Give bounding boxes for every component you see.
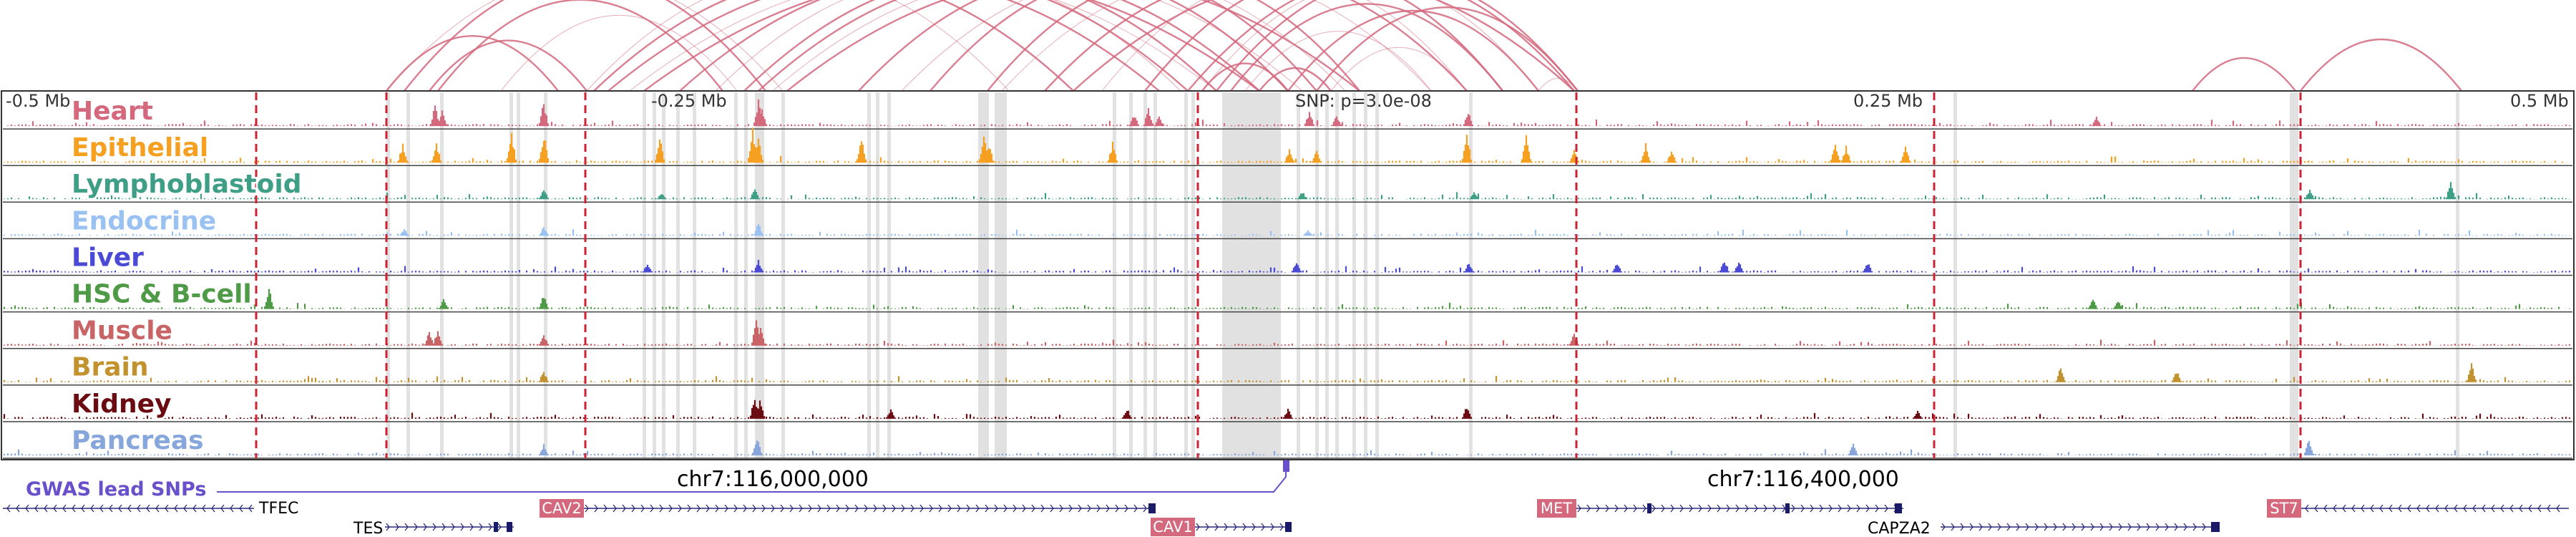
signal-track-5 [3,289,2572,313]
signal-track-6 [3,320,2572,349]
track-label: Liver [72,243,144,272]
loop-arc [386,0,784,92]
loop-arc [1287,10,1539,92]
axis-mid-right-label: 0.25 Mb [1853,91,1923,111]
coordinate-right: chr7:116,400,000 [1707,467,1899,492]
loop-arc [1538,78,1579,92]
chromatin-loops [386,0,2462,92]
loop-arc [858,0,1289,92]
gene-label-cav1[interactable]: CAV1 [1153,518,1192,536]
track-label: Muscle [72,316,172,346]
loop-arc [758,0,1260,92]
signal-tracks [3,99,2572,459]
gene-box-st7 [2267,499,2301,518]
loop-arc [786,0,1360,92]
loop-arc [1101,0,1468,92]
gene-label-st7[interactable]: ST7 [2270,500,2298,517]
loop-arc [386,35,559,92]
loop-arc [901,0,1346,92]
signal-track-3 [3,223,2572,240]
loop-arc [1144,0,1503,92]
track-label: Kidney [72,390,172,419]
signal-track-7 [3,363,2572,386]
loop-arc [1316,6,1579,92]
loop-arc [987,0,1360,92]
loop-arc [1259,67,1332,92]
loop-arc [586,0,1010,92]
gwas-snp-marker [1283,460,1289,472]
coordinate-left: chr7:116,000,000 [677,467,869,492]
loop-arc [1216,0,1579,92]
loop-arc [679,0,1189,92]
gene-box-met [1537,499,1576,518]
track-labels: Heart Epithelial Lymphoblastoid Endocrine Li… [70,95,304,458]
loop-arc [743,0,1217,92]
gene-box-cav2 [540,499,584,518]
gene-label-capza2[interactable]: CAPZA2 [1868,520,1931,537]
track-label: Epithelial [72,133,208,163]
loop-arc [1187,0,1575,92]
gene-label-tes[interactable]: TES [353,520,383,537]
loop-arc [1001,0,1432,92]
track-label: HSC & B-cell [72,280,252,309]
axis-left-label: -0.5 Mb [6,91,70,111]
loop-arc [715,0,1181,92]
loop-arc [608,0,1160,92]
loop-arc [2300,38,2462,92]
gene-label-cav2[interactable]: CAV2 [542,500,581,517]
loop-arc [1230,3,1503,92]
track-label: Heart [72,97,153,126]
loop-arc [1073,0,1575,92]
signal-track-4 [3,259,2572,276]
signal-track-8 [3,400,2572,422]
gene-box-cav1 [1151,518,1195,536]
track-panel-frame [1,90,2575,460]
track-label: Lymphoblastoid [72,170,302,199]
loop-arc [1330,47,1468,92]
axis-mid-left-label: -0.25 Mb [651,91,727,111]
track-label: Pancreas [72,426,204,455]
gene-track: TFEC TES CAV2 CAV1 MET CAPZA2 ST7 [3,499,2569,537]
loop-arc [2192,57,2296,92]
boundary-lines [255,92,2302,458]
track-label: Brain [72,353,148,382]
gene-label-tfec[interactable]: TFEC [258,500,298,518]
loop-arc [1244,31,1432,92]
signal-track-9 [3,440,2572,459]
loop-arc [643,0,1260,92]
signal-track-2 [3,182,2572,203]
loop-arc [500,14,738,92]
snp-label: SNP: p=3.0e-08 [1295,91,1432,111]
loop-arc [429,39,587,92]
loop-arc [629,0,1217,92]
gene-label-met[interactable]: MET [1541,500,1572,517]
loop-arc [1201,0,1539,92]
gwas-track-label: GWAS lead SNPs [26,478,206,500]
loop-arc [593,0,1074,92]
loop-arc [930,0,1317,92]
track-label: Endocrine [72,206,216,236]
signal-track-0 [3,99,2572,130]
loop-arc [1201,62,1289,92]
loop-arc [404,0,766,92]
axis-right-label: 0.5 Mb [2510,91,2569,111]
loop-arc [1044,0,1468,92]
signal-track-1 [3,127,2572,166]
